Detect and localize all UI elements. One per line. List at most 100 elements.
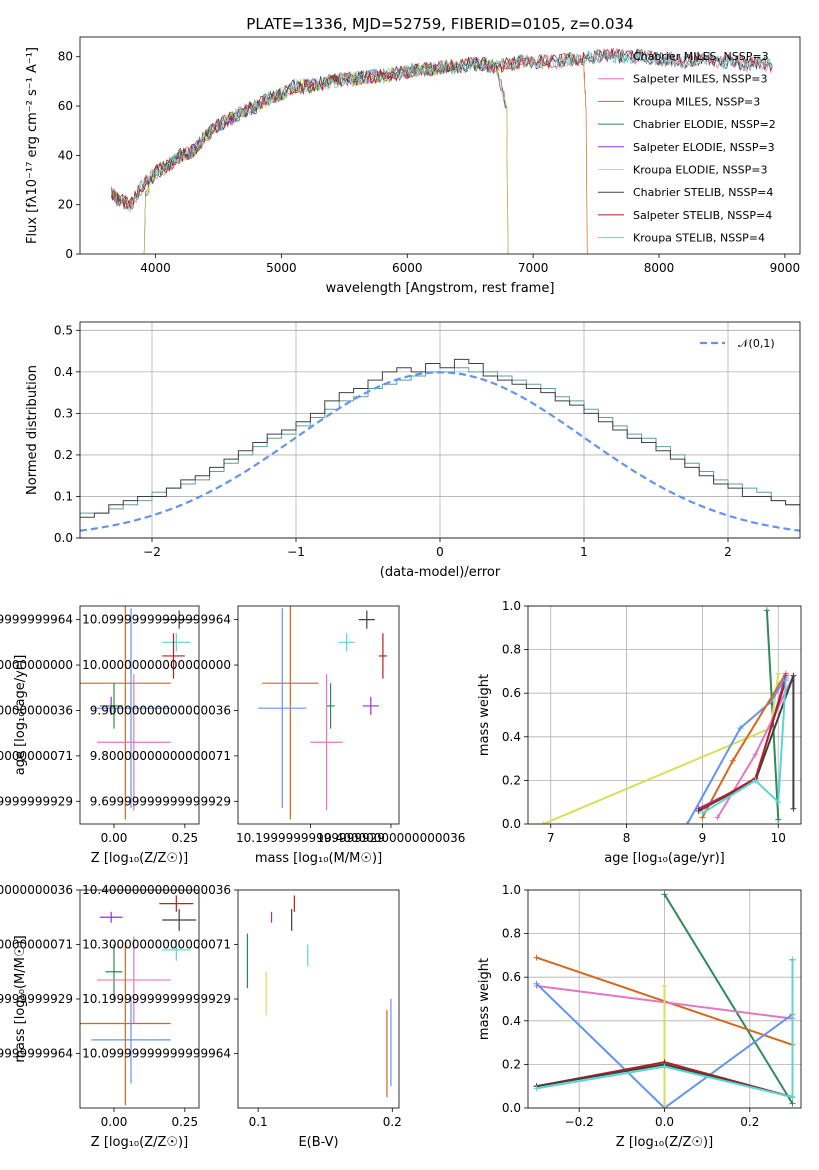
y-tick-label: 10.40000000000000036 <box>82 883 231 897</box>
y-axis-label: mass weight <box>477 674 492 756</box>
legend-label: Salpeter MILES, NSSP=3 <box>633 73 767 86</box>
mass-weight-marker <box>533 980 540 987</box>
mass-weight-marker <box>763 607 770 614</box>
y-tick-label: 1.0 <box>502 599 521 613</box>
mass-weight-line <box>542 673 780 824</box>
y-axis-label: mass weight <box>477 958 492 1040</box>
y-tick-label: 9.80000000000000071 <box>0 749 73 763</box>
mass-weight-marker <box>533 1085 540 1092</box>
x-tick-label: 0 <box>436 545 444 559</box>
x-tick-label: 7 <box>547 831 555 845</box>
y-tick-label: 10.19999999999999929 <box>82 992 231 1006</box>
mass-weight-marker <box>533 954 540 961</box>
x-axis-label: Z [log₁₀(Z/Z☉)] <box>91 851 188 866</box>
y-tick-label: 10.00000000000000000 <box>82 658 231 672</box>
normal-curve <box>80 371 800 532</box>
x-tick-label: 9000 <box>770 261 801 275</box>
y-axis-label: age [log₁₀(age/yr)] <box>13 655 28 776</box>
y-tick-label: 10.09999999999999964 <box>0 613 73 627</box>
mass-weight-line <box>701 680 787 814</box>
mass-weight-marker <box>661 1063 668 1070</box>
x-tick-label: 0.1 <box>249 1115 268 1129</box>
plot-area <box>80 895 197 1106</box>
x-tick-label: 0.25 <box>171 1115 198 1129</box>
axes-frame <box>79 36 801 255</box>
x-tick-label: 8 <box>623 831 631 845</box>
mass-weight-marker <box>752 751 759 758</box>
y-axis-label: Flux [fλ10⁻¹⁷ erg cm⁻² s⁻¹ A⁻¹] <box>25 47 40 244</box>
x-tick-label: 0.2 <box>740 1115 759 1129</box>
legend-label: Kroupa ELODIE, NSSP=3 <box>633 164 767 177</box>
legend-label: Chabrier MILES, NSSP=3 <box>633 50 769 63</box>
axes-frame <box>237 605 400 825</box>
mass-weight-marker <box>775 816 782 823</box>
z-mass-panel: 0.00 0.25 10.09999999999999964 10.199999999… <box>0 883 200 1129</box>
y-tick-label: 40 <box>58 148 73 162</box>
y-tick-label: 0.6 <box>502 970 521 984</box>
mass-weight-marker <box>789 1100 796 1107</box>
y-tick-label: 0.2 <box>502 773 521 787</box>
y-tick-label: 0.6 <box>502 686 521 700</box>
z-weight-panel: −0.2 0.0 0.2 0.0 0.2 0.4 0.6 0.8 1.0 <box>502 883 802 1129</box>
mass-weight-line <box>536 959 794 1099</box>
mass-weight-marker <box>540 821 547 824</box>
y-tick-label: 1.0 <box>502 883 521 897</box>
mass-weight-marker <box>695 807 702 814</box>
mass-weight-marker <box>661 982 668 989</box>
mass-weight-marker <box>782 677 789 684</box>
mass-age-panel: 10.1999999999999992910.40000000000000036… <box>82 605 465 845</box>
x-tick-label: 5000 <box>266 261 297 275</box>
y-axis-label: mass [log₁₀(M/M☉)] <box>13 935 28 1062</box>
mass-weight-marker <box>714 814 721 821</box>
x-tick-label: 0.25 <box>171 831 198 845</box>
y-tick-label: 0.0 <box>54 531 73 545</box>
y-tick-label: 10.09999999999999964 <box>82 1047 231 1061</box>
y-tick-label: 9.90000000000000036 <box>90 703 231 717</box>
x-tick-label: 7000 <box>518 261 549 275</box>
x-axis-label: E(B-V) <box>298 1135 338 1150</box>
y-tick-label: 9.69999999999999929 <box>0 794 73 808</box>
x-tick-label: 6000 <box>392 261 423 275</box>
mass-weight-line <box>663 893 794 1105</box>
x-axis-label: wavelength [Angstrom, rest frame] <box>326 281 555 296</box>
axes-frame <box>79 605 200 825</box>
y-tick-label: 0.8 <box>502 927 521 941</box>
plot-area <box>533 891 796 1108</box>
spectrum-line <box>111 48 773 213</box>
plot-area <box>540 607 797 824</box>
histogram-step <box>80 367 800 518</box>
y-tick-label: 0.2 <box>54 448 73 462</box>
y-tick-label: 10.30000000000000071 <box>0 938 73 952</box>
y-tick-label: 80 <box>58 50 73 64</box>
mass-weight-marker <box>661 1105 668 1108</box>
y-tick-label: 0.1 <box>54 489 73 503</box>
mass-weight-marker <box>684 821 691 824</box>
plot-area <box>80 606 197 820</box>
legend-label: Salpeter STELIB, NSSP=4 <box>633 209 772 222</box>
y-tick-label: 0.5 <box>54 323 73 337</box>
y-tick-label: 9.90000000000000036 <box>0 703 73 717</box>
x-tick-label: 0.2 <box>383 1115 402 1129</box>
legend-label: Chabrier STELIB, NSSP=4 <box>633 186 773 199</box>
plot-area <box>246 895 392 1098</box>
y-tick-label: 0.4 <box>54 365 73 379</box>
plot-area <box>80 358 800 532</box>
legend-label: 𝒩(0,1) <box>738 337 775 350</box>
y-tick-label: 10.00000000000000000 <box>0 658 73 672</box>
mass-weight-marker <box>699 810 706 817</box>
x-tick-label: 2 <box>724 545 732 559</box>
x-tick-label: 0.0 <box>655 1115 674 1129</box>
spectrum-panel: 4000 5000 6000 7000 8000 9000 0 20 40 60 80 <box>58 36 801 275</box>
x-tick-label: 4000 <box>140 261 171 275</box>
mass-weight-marker <box>729 757 736 764</box>
x-axis-label: mass [log₁₀(M/M☉)] <box>255 851 382 866</box>
x-tick-label: 8000 <box>644 261 675 275</box>
x-tick-label: −2 <box>143 545 161 559</box>
y-tick-label: 10.19999999999999929 <box>0 992 73 1006</box>
y-tick-label: 9.80000000000000071 <box>90 749 231 763</box>
y-tick-label: 0.8 <box>502 643 521 657</box>
y-tick-label: 10.30000000000000071 <box>82 938 231 952</box>
axes-frame <box>237 889 400 1109</box>
x-tick-label: 10 <box>771 831 786 845</box>
